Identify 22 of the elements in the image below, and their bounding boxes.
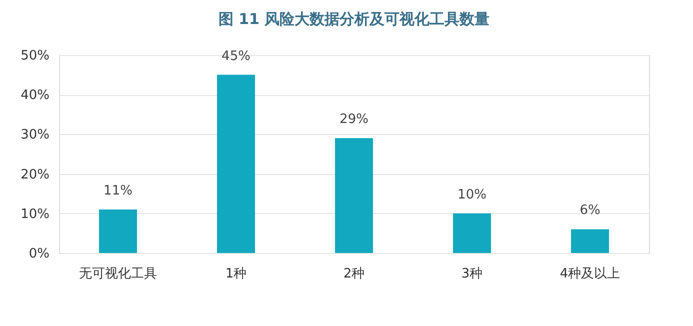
x-tick-label: 2种 xyxy=(343,266,365,282)
y-tick-label: 40% xyxy=(20,88,50,104)
x-tick-label: 无可视化工具 xyxy=(79,266,157,282)
data-label: 11% xyxy=(104,183,132,198)
bar xyxy=(335,138,373,253)
data-label: 45% xyxy=(222,48,250,64)
y-tick-label: 30% xyxy=(20,128,50,143)
bar xyxy=(99,209,137,253)
y-tick-label: 0% xyxy=(28,246,50,262)
data-label: 29% xyxy=(340,112,368,128)
bar xyxy=(453,213,491,253)
bar xyxy=(217,74,255,253)
bar xyxy=(571,229,609,253)
data-label: 6% xyxy=(580,203,600,218)
y-tick-label: 10% xyxy=(20,206,50,222)
x-tick-label: 4种及以上 xyxy=(560,266,620,282)
y-tick-label: 50% xyxy=(20,48,50,64)
chart-title: 图 11 风险大数据分析及可视化工具数量 xyxy=(218,10,490,28)
y-tick-label: 20% xyxy=(20,167,50,182)
x-tick-label: 1种 xyxy=(225,266,247,282)
data-label: 10% xyxy=(458,187,486,202)
x-tick-label: 3种 xyxy=(461,266,483,282)
